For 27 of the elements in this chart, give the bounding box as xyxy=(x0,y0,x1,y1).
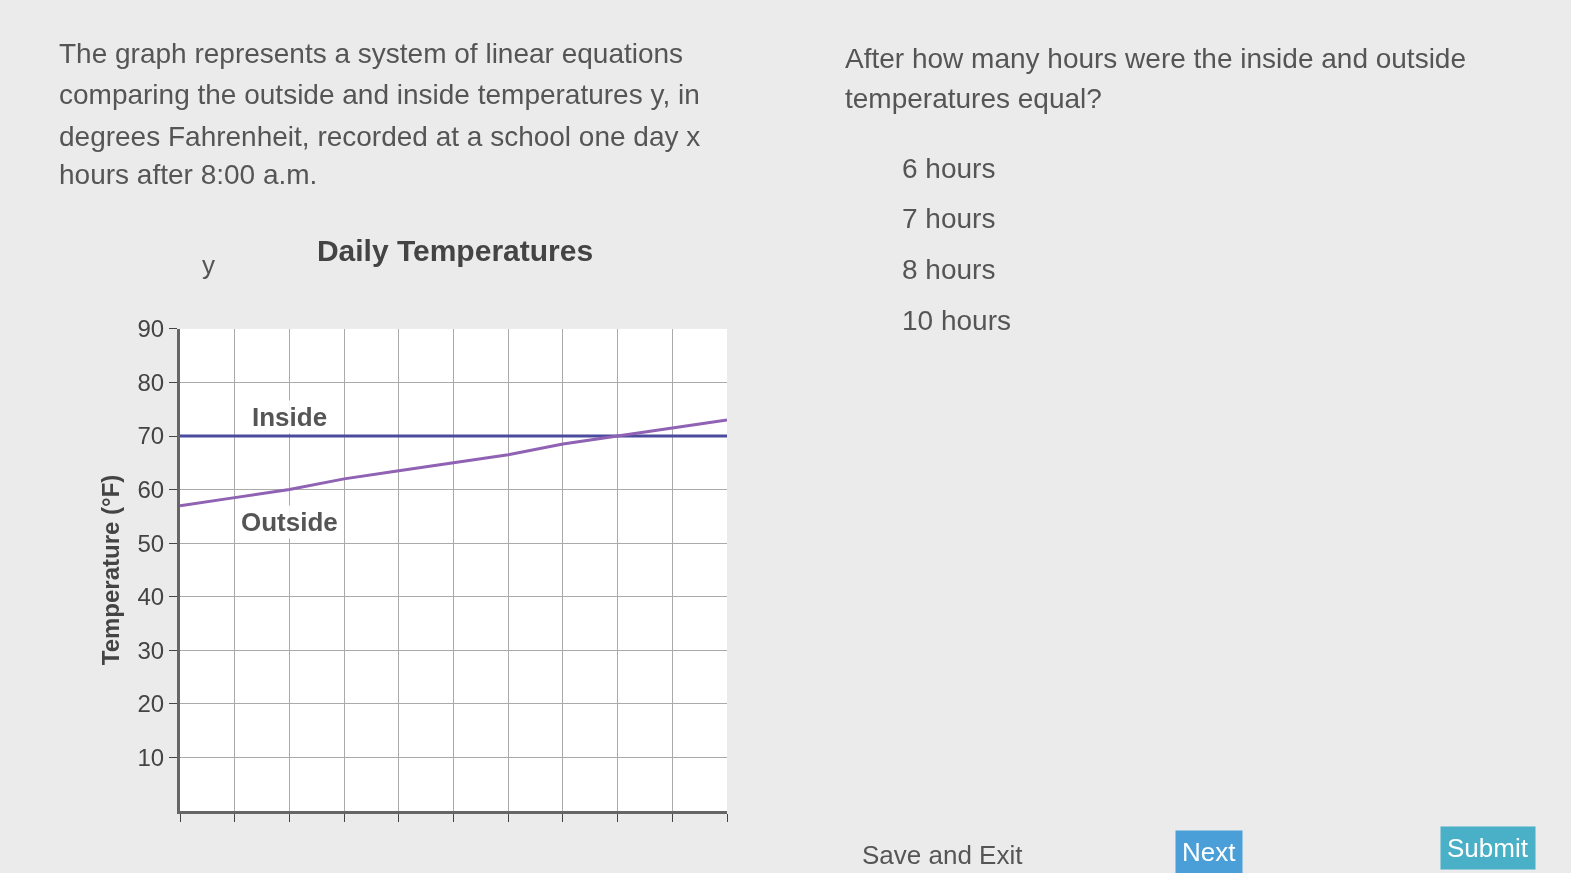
text: Next xyxy=(1182,837,1237,867)
y-tick-label: 60 xyxy=(137,475,165,503)
text: degrees Fahrenheit, recorded at a school one day x xyxy=(59,121,701,152)
text: After how many hours were the inside and outside xyxy=(845,43,1467,74)
text: y xyxy=(202,250,215,280)
text: Save and Exit xyxy=(862,840,1024,870)
chart-title: Daily Temperatures xyxy=(316,233,594,267)
y-tick-label: 50 xyxy=(137,529,165,557)
y-axis-title: Temperature (°F) xyxy=(96,474,124,666)
text: hours after 8:00 a.m. xyxy=(59,159,318,190)
y-tick-label: 40 xyxy=(137,583,165,611)
series-label: Inside xyxy=(252,402,328,432)
text: temperatures equal? xyxy=(845,83,1102,114)
y-tick-label: 10 xyxy=(137,743,165,771)
text: The graph represents a system of linear equations xyxy=(59,38,684,69)
y-tick-label: 70 xyxy=(137,422,165,450)
y-tick-label: 90 xyxy=(137,315,165,343)
text: Submit xyxy=(1447,833,1529,863)
y-tick-label: 20 xyxy=(137,690,165,718)
text: 6 hours xyxy=(902,153,996,184)
text: comparing the outside and inside temperatures y, in xyxy=(59,79,700,110)
series-label: Outside xyxy=(241,507,338,537)
text: 10 hours xyxy=(902,305,1011,336)
y-tick-label: 80 xyxy=(137,368,165,396)
text: 7 hours xyxy=(902,203,996,234)
y-tick-label: 30 xyxy=(137,636,165,664)
text: 8 hours xyxy=(902,254,996,285)
